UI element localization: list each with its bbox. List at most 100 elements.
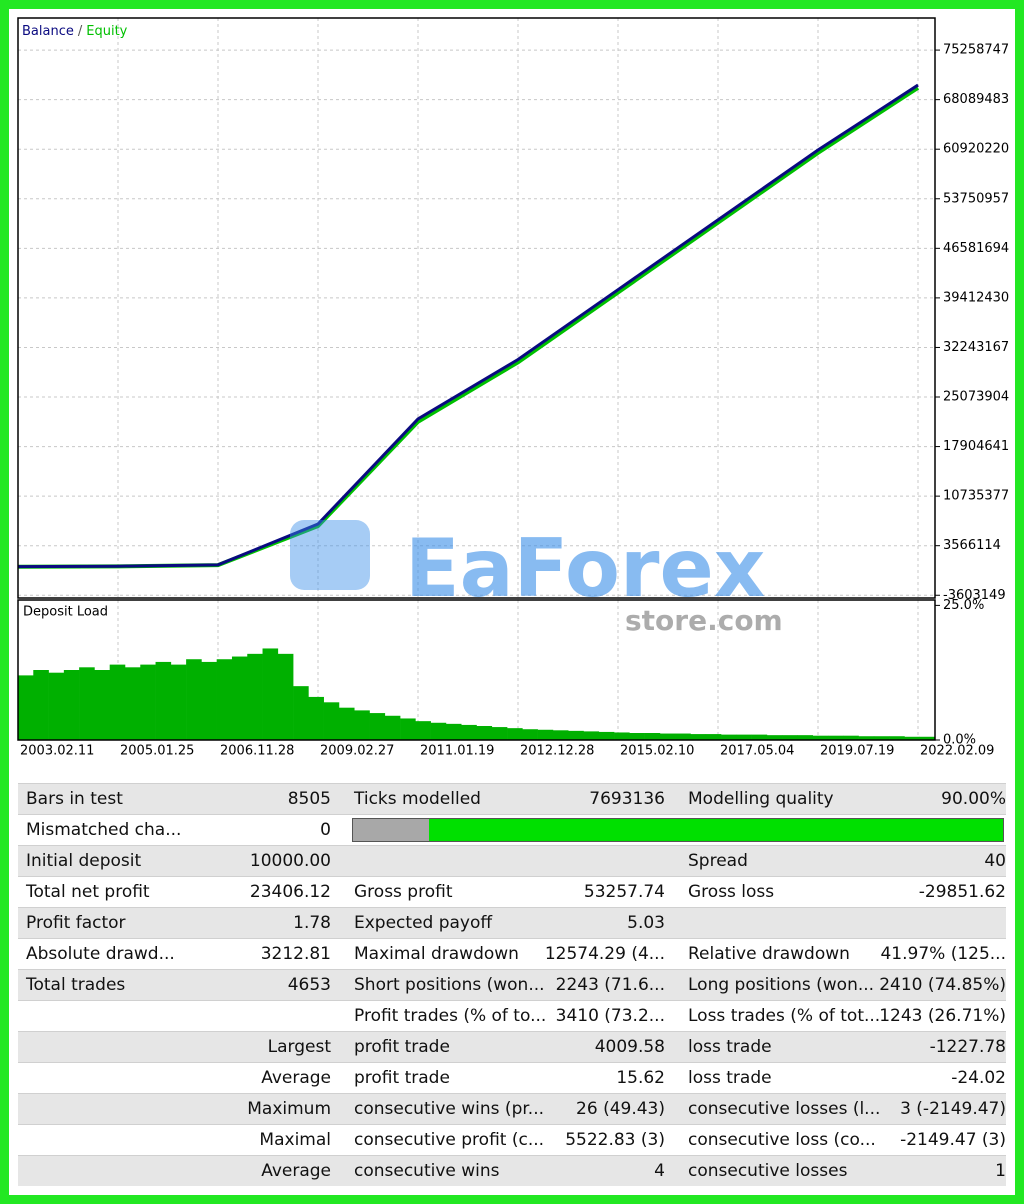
series-line — [17, 83, 919, 569]
row-value: Largest — [267, 1037, 331, 1057]
quality-bar — [352, 818, 1004, 842]
bar — [522, 729, 538, 740]
bar — [18, 675, 34, 740]
table-row: Average consecutive wins 4 consecutive loss… — [18, 1155, 1006, 1186]
row-value: Average — [261, 1161, 331, 1181]
y-tick-label: 68089483 — [943, 92, 1009, 107]
bar — [858, 736, 875, 740]
bar — [79, 667, 95, 740]
watermark-site: store.com — [625, 604, 783, 637]
row-value: 10000.00 — [249, 851, 331, 871]
row-value: 53257.74 — [583, 882, 665, 902]
table-row: Total net profit 23406.12 Gross profit 5325… — [18, 876, 1006, 907]
row-value: 23406.12 — [249, 882, 331, 902]
row-value: -29851.62 — [918, 882, 1006, 902]
bar — [216, 659, 233, 740]
x-tick-label: 2003.02.11 — [20, 744, 94, 759]
x-tick-label: 2017.05.04 — [720, 744, 794, 759]
legend-entry: Equity — [86, 24, 127, 39]
row-label: consecutive losses (l... — [688, 1099, 881, 1119]
bar — [155, 661, 172, 740]
row-value: 5522.83 (3) — [565, 1130, 665, 1150]
bar — [338, 707, 355, 740]
bar — [904, 736, 921, 740]
y-tick-label: 53750957 — [943, 191, 1009, 206]
y-tick-label: 25.0% — [943, 598, 984, 613]
bar — [63, 670, 80, 740]
bar — [94, 670, 110, 740]
row-label: Short positions (won... — [354, 975, 545, 995]
x-tick-label: 2006.11.28 — [220, 744, 294, 759]
row-value: 5.03 — [627, 913, 665, 933]
y-tick-label: 0.0% — [943, 733, 976, 748]
row-value: 90.00% — [941, 789, 1006, 809]
row-label: Mismatched cha... — [26, 820, 182, 840]
table-row: Profit factor 1.78 Expected payoff 5.03 — [18, 907, 1006, 938]
x-tick-label: 2011.01.19 — [420, 744, 494, 759]
plot-border — [17, 599, 936, 741]
plot-area — [18, 18, 935, 598]
bar — [354, 710, 370, 740]
row-value: 1.78 — [293, 913, 331, 933]
bar — [583, 731, 600, 740]
bar — [201, 661, 217, 740]
chart-title: Deposit Load — [23, 605, 108, 620]
row-label: Absolute drawd... — [26, 944, 175, 964]
row-value: 12574.29 (4... — [544, 944, 665, 964]
bar — [537, 729, 554, 740]
bar — [461, 724, 477, 740]
row-label: Total net profit — [26, 882, 150, 902]
bar — [736, 734, 752, 740]
row-value: 4 — [654, 1161, 665, 1181]
bar — [430, 722, 447, 740]
row-label: Bars in test — [26, 789, 123, 809]
bar — [124, 667, 141, 740]
bar — [552, 730, 569, 740]
legend-separator: / — [78, 24, 83, 39]
row-label: Relative drawdown — [688, 944, 850, 964]
bar — [369, 713, 386, 740]
bar — [889, 736, 905, 740]
row-value: 1243 (26.71%) — [879, 1006, 1006, 1026]
row-label: profit trade — [354, 1068, 450, 1088]
bar — [491, 727, 508, 740]
bar — [766, 735, 783, 740]
row-label: loss trade — [688, 1037, 772, 1057]
bar — [231, 656, 248, 740]
row-label: loss trade — [688, 1068, 772, 1088]
y-tick-label: 46581694 — [943, 241, 1009, 256]
bar — [323, 702, 340, 740]
quality-bar-gray — [353, 819, 429, 841]
row-label: Spread — [688, 851, 748, 871]
row-label: consecutive loss (co... — [688, 1130, 876, 1150]
x-tick-label: 2009.02.27 — [320, 744, 394, 759]
row-label: consecutive wins (pr... — [354, 1099, 544, 1119]
watermark-logo — [290, 520, 370, 590]
row-label: Profit trades (% of to... — [354, 1006, 547, 1026]
row-value: 3410 (73.2... — [555, 1006, 665, 1026]
bar — [751, 734, 768, 740]
bar — [415, 721, 431, 740]
row-value: 26 (49.43) — [576, 1099, 665, 1119]
bar — [186, 659, 202, 740]
watermark-brand: EaForex — [405, 522, 765, 615]
bar — [614, 732, 630, 740]
bar — [828, 735, 844, 740]
row-value: 41.97% (125... — [880, 944, 1006, 964]
table-row: Profit trades (% of to... 3410 (73.2... Lo… — [18, 1000, 1006, 1031]
bar — [843, 735, 859, 740]
row-label: Gross loss — [688, 882, 775, 902]
row-label: Loss trades (% of tot... — [688, 1006, 881, 1026]
x-tick-label: 2015.02.10 — [620, 744, 694, 759]
row-label: Profit factor — [26, 913, 126, 933]
row-label: consecutive profit (c... — [354, 1130, 545, 1150]
y-tick-label: 17904641 — [943, 439, 1009, 454]
table-row: Initial deposit 10000.00 Spread 40 — [18, 845, 1006, 876]
x-tick-label: 2019.07.19 — [820, 744, 894, 759]
legend: Balance / Equity — [22, 24, 128, 39]
bar — [675, 733, 691, 740]
bar — [812, 735, 829, 740]
row-label: consecutive wins — [354, 1161, 500, 1181]
bar — [644, 733, 661, 740]
